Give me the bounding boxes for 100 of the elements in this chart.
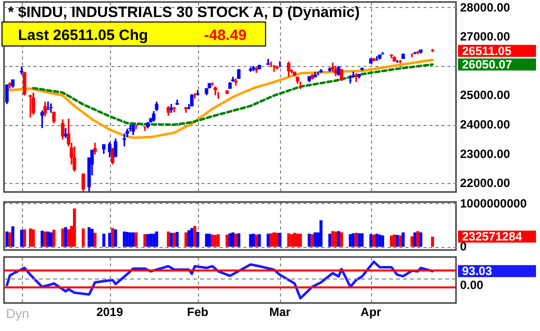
bar [40, 230, 44, 247]
bar [132, 232, 135, 247]
bar [205, 234, 208, 247]
bar [419, 232, 422, 247]
bar [252, 234, 255, 247]
bar [93, 232, 96, 247]
bar [108, 232, 112, 247]
candlestick [410, 52, 414, 58]
bar [358, 233, 361, 247]
bar [392, 234, 396, 247]
candlestick [330, 62, 334, 73]
bar [61, 228, 64, 247]
bar [258, 234, 261, 247]
bar [381, 235, 384, 247]
bar [67, 229, 70, 247]
bar [237, 233, 240, 247]
bar [216, 234, 220, 247]
bar [278, 232, 282, 247]
bar [249, 234, 252, 247]
bar [378, 234, 382, 247]
bar [214, 235, 217, 247]
bar [82, 228, 85, 247]
candlestick [22, 70, 26, 96]
candlestick [237, 68, 241, 80]
candlestick [43, 100, 47, 118]
candlestick [152, 110, 156, 122]
bar [8, 232, 12, 247]
annotation: -48.49 [204, 27, 247, 44]
bar [46, 232, 50, 247]
annotation: 26511.05 [462, 44, 512, 58]
bar [196, 232, 200, 247]
bar [234, 234, 238, 247]
bar [340, 232, 344, 247]
bar [431, 236, 434, 247]
bar [28, 228, 32, 247]
bar [334, 232, 338, 247]
candlestick [5, 84, 9, 105]
candlestick [28, 94, 32, 118]
candlestick [46, 100, 50, 111]
y-tick-label: 28000.00 [460, 0, 510, 14]
bar [413, 232, 416, 247]
bar [402, 232, 405, 247]
candlestick [110, 146, 114, 166]
y-tick-label: 25000.00 [460, 88, 510, 102]
candlestick [122, 132, 126, 148]
line-series [32, 63, 434, 126]
bar [372, 234, 376, 247]
bar [52, 230, 56, 247]
bar [331, 231, 334, 247]
bar [111, 228, 114, 247]
candlestick [64, 127, 68, 139]
candlestick [60, 118, 64, 140]
bar [210, 234, 214, 247]
candlestick [40, 110, 44, 129]
bar [152, 234, 156, 247]
candlestick [81, 172, 85, 192]
bar [310, 234, 314, 247]
bar [290, 234, 294, 247]
bar [369, 234, 372, 247]
annotation: 26050.07 [462, 57, 512, 72]
bar [314, 232, 317, 247]
bar [11, 226, 14, 247]
bar [287, 233, 290, 247]
candlestick [108, 141, 112, 158]
bar [187, 230, 190, 247]
candlestick [154, 100, 158, 112]
bar [32, 229, 35, 247]
annotation: 93.03 [462, 264, 492, 278]
bar [114, 229, 118, 247]
bar [90, 228, 94, 247]
annotation: Last 26511.05 Chg [18, 27, 148, 44]
bar [416, 231, 420, 247]
x-tick-label: Mar [269, 305, 291, 319]
bar [337, 231, 340, 247]
bar [143, 234, 146, 247]
bar [102, 234, 106, 247]
bar [166, 232, 170, 247]
bar [176, 232, 179, 247]
bar [172, 232, 176, 247]
candlestick [340, 68, 344, 82]
bar [254, 234, 258, 247]
bar [360, 233, 364, 247]
candlestick [102, 143, 106, 155]
bar [231, 232, 234, 247]
line-series [6, 58, 434, 139]
candlestick [272, 64, 276, 73]
y-tick-label: 22000.00 [460, 176, 510, 190]
x-tick-label: Apr [360, 305, 382, 319]
candlestick [52, 110, 56, 124]
bar [398, 235, 402, 247]
candlestick [72, 146, 76, 172]
bar [44, 232, 47, 247]
candlestick [49, 102, 53, 114]
bar [64, 227, 68, 247]
bar [410, 236, 414, 247]
bar [88, 227, 91, 247]
bar [319, 220, 322, 247]
bar [208, 234, 211, 247]
bar [184, 232, 188, 247]
bar [308, 234, 311, 247]
